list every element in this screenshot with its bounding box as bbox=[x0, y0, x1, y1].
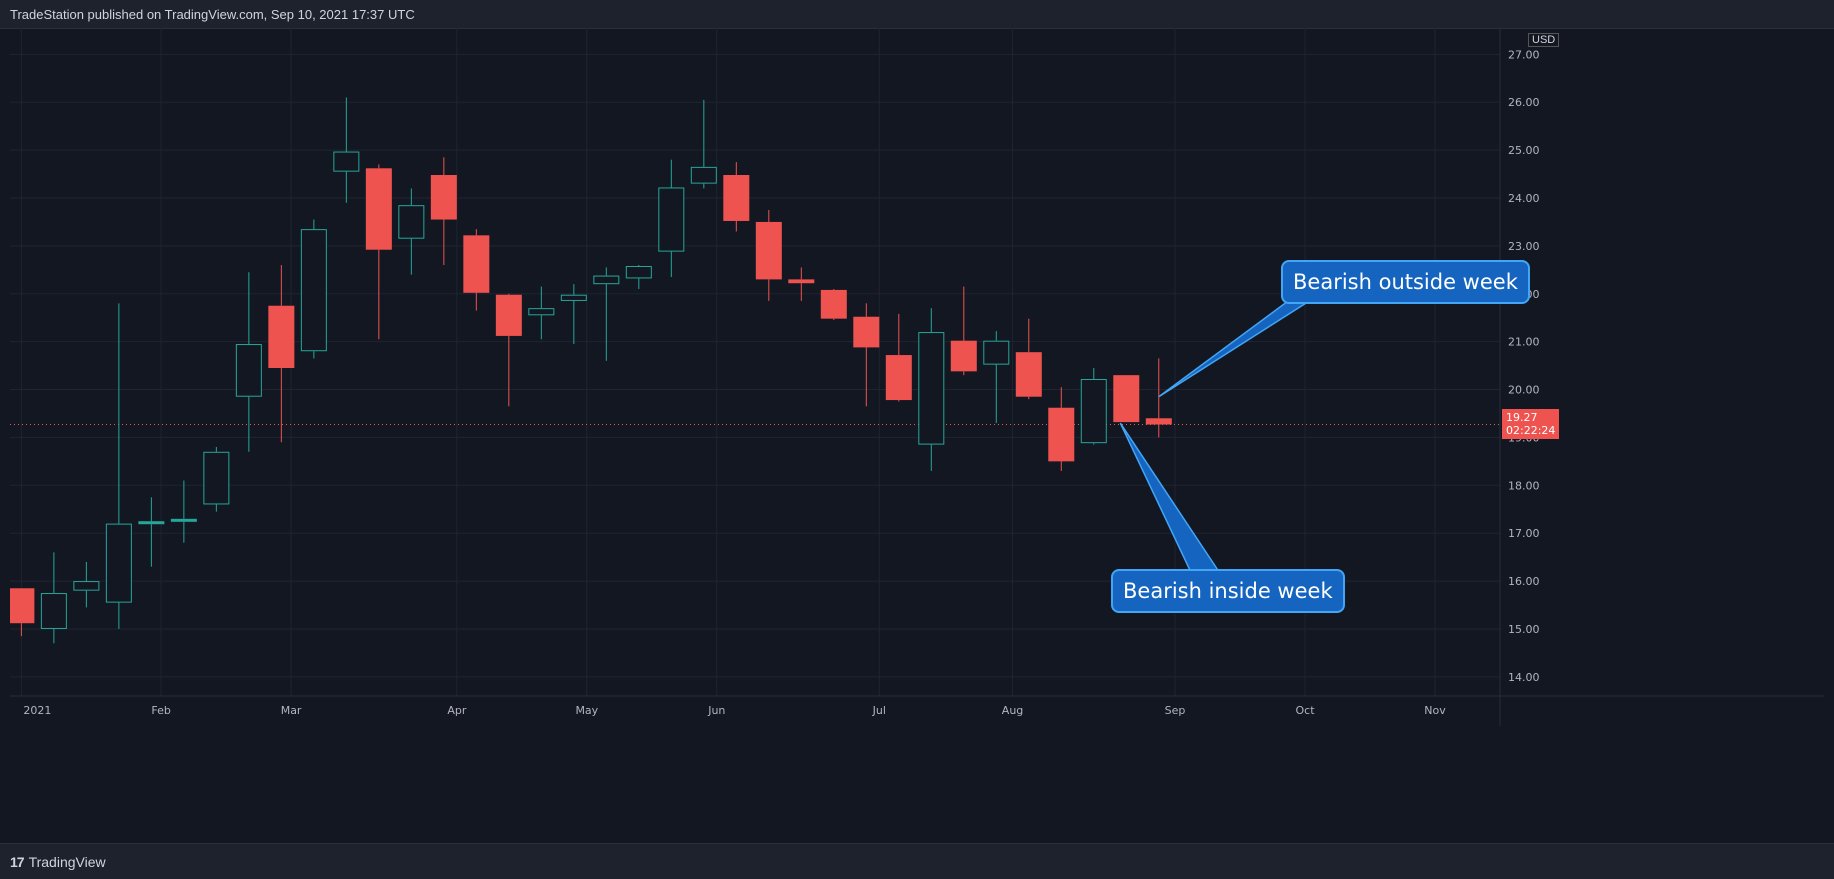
candle-body-down bbox=[1145, 418, 1172, 425]
candle-body-down bbox=[430, 175, 457, 220]
y-tick-label: 20.00 bbox=[1508, 384, 1540, 397]
candle-body-up bbox=[138, 521, 165, 525]
footer-bar: 17 TradingView bbox=[0, 843, 1834, 879]
candle-body-up bbox=[528, 308, 555, 316]
candle-body-down bbox=[495, 294, 522, 336]
y-tick-label: 26.00 bbox=[1508, 96, 1540, 109]
y-tick-label: 23.00 bbox=[1508, 240, 1540, 253]
y-tick-label: 25.00 bbox=[1508, 144, 1540, 157]
bar-countdown: 02:22:24 bbox=[1506, 424, 1556, 438]
candle-body-down bbox=[1048, 407, 1075, 462]
candle-body-up bbox=[235, 344, 262, 397]
candle-body-down bbox=[1015, 352, 1042, 397]
x-tick-label: Mar bbox=[281, 704, 302, 717]
candle-body-up bbox=[658, 187, 685, 252]
candle-body-down bbox=[10, 588, 35, 624]
candle-body-down bbox=[723, 175, 750, 221]
x-tick-label: Jun bbox=[707, 704, 725, 717]
candle-body-down bbox=[950, 340, 977, 372]
candle-body-down bbox=[268, 305, 295, 368]
annotation-bearish-outside-week[interactable]: Bearish outside week bbox=[1281, 260, 1530, 305]
candle-body-up bbox=[560, 294, 587, 301]
x-tick-label: 2021 bbox=[23, 704, 51, 717]
candle-body-down bbox=[885, 355, 912, 401]
candle-body-up bbox=[333, 151, 360, 172]
candle-body-up bbox=[983, 340, 1010, 365]
tradingview-logo-icon: 17 bbox=[10, 854, 25, 870]
candle-body-down bbox=[853, 316, 880, 348]
annotation-pointer-inside-week bbox=[1119, 422, 1220, 572]
x-tick-label: Jul bbox=[872, 704, 886, 717]
y-tick-label: 16.00 bbox=[1508, 575, 1540, 588]
candle-body-up bbox=[300, 229, 327, 352]
y-tick-label: 17.00 bbox=[1508, 527, 1540, 540]
currency-label: USD bbox=[1528, 32, 1560, 47]
candle-body-up bbox=[170, 518, 197, 522]
annotation-bearish-inside-week[interactable]: Bearish inside week bbox=[1111, 569, 1345, 614]
x-tick-label: Nov bbox=[1424, 704, 1446, 717]
current-price-tag: 19.27 02:22:24 bbox=[1502, 409, 1560, 440]
x-tick-label: Aug bbox=[1002, 704, 1023, 717]
candle-body-down bbox=[820, 289, 847, 319]
x-tick-label: Sep bbox=[1165, 704, 1186, 717]
y-tick-label: 21.00 bbox=[1508, 336, 1540, 349]
candle-body-up bbox=[1080, 378, 1107, 444]
x-tick-label: May bbox=[575, 704, 598, 717]
candle-body-up bbox=[918, 332, 945, 445]
tradingview-logo[interactable]: 17 TradingView bbox=[10, 854, 106, 870]
candlestick-chart[interactable]: 14.0015.0016.0017.0018.0019.0020.0021.00… bbox=[10, 28, 1834, 843]
x-tick-label: Oct bbox=[1296, 704, 1316, 717]
candle-body-up bbox=[625, 265, 652, 279]
candle-body-up bbox=[398, 205, 425, 239]
candle-body-down bbox=[365, 168, 392, 250]
chart-area[interactable]: 14.0015.0016.0017.0018.0019.0020.0021.00… bbox=[10, 28, 1834, 843]
candle-body-up bbox=[593, 275, 620, 285]
y-tick-label: 27.00 bbox=[1508, 48, 1540, 61]
candle-body-up bbox=[40, 593, 67, 629]
y-tick-label: 24.00 bbox=[1508, 192, 1540, 205]
candle-body-down bbox=[463, 235, 490, 293]
y-tick-label: 18.00 bbox=[1508, 479, 1540, 492]
candle-body-down bbox=[788, 279, 815, 284]
candle-body-up bbox=[203, 451, 230, 505]
x-tick-label: Feb bbox=[151, 704, 170, 717]
candle-body-up bbox=[73, 581, 100, 591]
current-price-value: 19.27 bbox=[1506, 411, 1538, 425]
publisher-info: TradeStation published on TradingView.co… bbox=[10, 7, 415, 22]
header-bar: TradeStation published on TradingView.co… bbox=[0, 0, 1834, 29]
candle-body-up bbox=[105, 523, 132, 603]
x-tick-label: Apr bbox=[447, 704, 467, 717]
annotation-pointer-outside-week bbox=[1158, 296, 1318, 398]
candle-body-up bbox=[690, 166, 717, 184]
candle-body-down bbox=[755, 221, 782, 280]
candle-body-down bbox=[1113, 375, 1140, 423]
tradingview-logo-text: TradingView bbox=[28, 854, 106, 870]
y-tick-label: 15.00 bbox=[1508, 623, 1540, 636]
y-tick-label: 14.00 bbox=[1508, 671, 1540, 684]
